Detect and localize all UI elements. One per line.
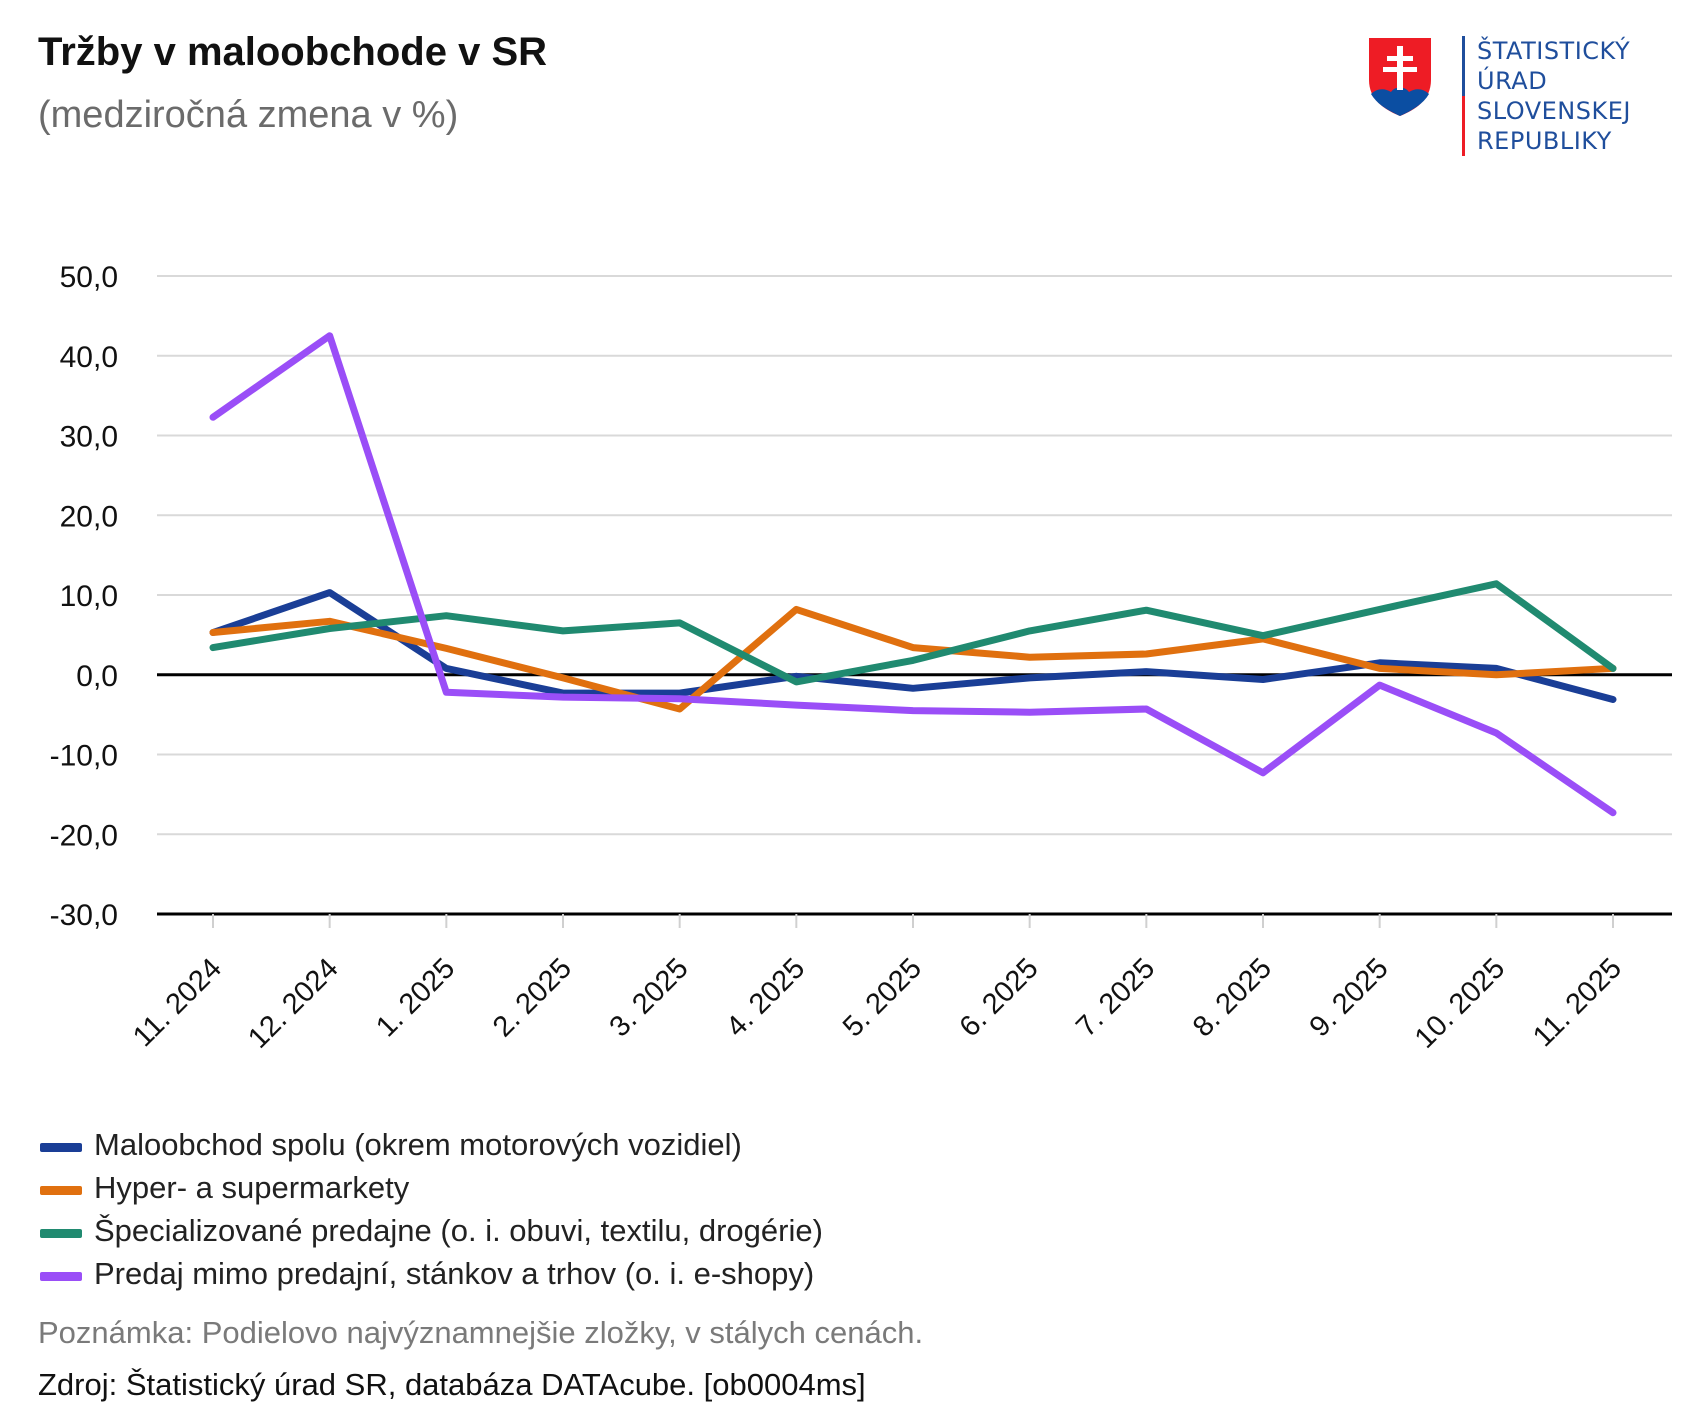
legend-swatch [40,1272,82,1281]
x-tick-label: 11. 2024 [127,952,228,1053]
y-tick-label: 50,0 [60,261,118,294]
chart-note: Poznámka: Podielovo najvýznamnejšie zlož… [38,1315,924,1350]
x-tick-label: 10. 2025 [1409,952,1511,1054]
x-tick-label: 1. 2025 [370,952,461,1043]
y-tick-label: -30,0 [50,899,118,932]
legend-label: Špecializované predajne (o. i. obuvi, te… [94,1213,823,1248]
logo-divider [1462,36,1465,156]
statistical-office-logo: ŠTATISTICKÝ ÚRAD SLOVENSKEJ REPUBLIKY [1365,36,1665,166]
x-tick-label: 11. 2025 [1527,952,1628,1053]
coat-of-arms-icon [1369,38,1475,158]
series-line[interactable] [209,605,1617,713]
legend-label: Hyper- a supermarkety [94,1170,410,1205]
x-tick-label: 3. 2025 [604,952,695,1043]
x-tick-label: 9. 2025 [1304,952,1395,1043]
logo-line-4: REPUBLIKY [1477,127,1612,155]
logo-line-3: SLOVENSKEJ [1477,97,1631,125]
logo-text: ŠTATISTICKÝ ÚRAD SLOVENSKEJ REPUBLIKY [1477,36,1631,156]
x-tick-label: 12. 2024 [242,952,344,1054]
y-tick-label: 10,0 [60,580,118,613]
y-tick-label: 40,0 [60,341,118,374]
chart-subtitle: (medziročná zmena v %) [38,94,459,136]
legend-swatch [40,1143,82,1152]
y-tick-label: 30,0 [60,421,118,454]
logo-line-1: ŠTATISTICKÝ [1477,37,1631,65]
x-tick-label: 4. 2025 [720,952,811,1043]
chart-source: Zdroj: Štatistický úrad SR, databáza DAT… [38,1367,866,1402]
series-line[interactable] [209,580,1617,686]
y-tick-label: 20,0 [60,500,118,533]
x-tick-label: 6. 2025 [954,952,1045,1043]
legend-label: Predaj mimo predajní, stánkov a trhov (o… [94,1256,815,1291]
x-tick-label: 2. 2025 [487,952,578,1043]
logo-line-2: ÚRAD [1477,67,1548,95]
y-axis-ticks: 50,0 40,0 30,0 20,0 10,0 0,0 -10,0 -20,0 -30,0 [50,261,118,932]
chart-title: Tržby v maloobchode v SR [38,30,548,74]
y-tick-label: -20,0 [50,819,118,852]
x-axis-ticks: 11. 2024 12. 2024 1. 2025 2. 2025 3. 2025 4. … [127,914,1628,1055]
x-tick-label: 5. 2025 [837,952,928,1043]
x-tick-label: 7. 2025 [1070,952,1161,1043]
series-line[interactable] [209,332,1617,817]
legend-label: Maloobchod spolu (okrem motorových vozid… [94,1127,742,1162]
x-tick-label: 8. 2025 [1187,952,1278,1043]
y-tick-label: -10,0 [50,740,118,773]
grid-lines [157,275,1672,916]
line-chart: 50,0 40,0 30,0 20,0 10,0 0,0 -10,0 -20,0 -30,0 1… [50,261,1672,1055]
series-lines [209,332,1617,817]
legend-swatch [40,1229,82,1238]
legend-swatch [40,1186,82,1195]
y-tick-label: 0,0 [76,660,118,693]
series-line[interactable] [209,589,1617,703]
